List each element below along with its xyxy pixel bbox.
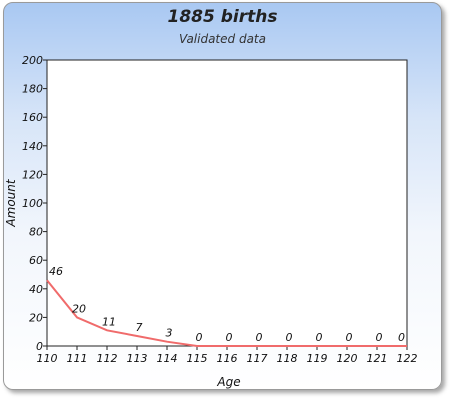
y-tick-label: 100 — [22, 197, 43, 210]
x-tick-label: 120 — [337, 352, 358, 365]
data-label: 0 — [398, 331, 405, 344]
data-label: 0 — [256, 331, 263, 344]
data-label: 20 — [72, 302, 86, 315]
y-axis-label: Amount — [4, 178, 18, 227]
x-axis-label: Age — [216, 375, 240, 389]
y-tick-label: 20 — [29, 311, 43, 324]
data-label: 3 — [166, 327, 173, 340]
y-tick-label: 80 — [29, 226, 43, 239]
x-tick-label: 116 — [217, 352, 238, 365]
y-tick-label: 180 — [22, 83, 43, 96]
chart-title: 1885 births — [167, 7, 278, 27]
data-label: 0 — [286, 331, 293, 344]
series-line — [46, 279, 407, 347]
y-tick-label: 160 — [22, 111, 43, 124]
chart-subtitle: Validated data — [179, 32, 266, 46]
data-labels: 46 20 11 7 3 0 0 0 0 0 0 0 0 — [49, 265, 405, 344]
x-tick-label: 113 — [127, 352, 148, 365]
plot-area — [46, 59, 408, 347]
data-label: 0 — [346, 331, 353, 344]
x-tick-label: 110 — [37, 352, 58, 365]
y-tick-label: 40 — [29, 283, 43, 296]
y-tick-label: 140 — [22, 140, 43, 153]
y-tick-label: 0 — [36, 340, 43, 353]
data-label: 7 — [136, 321, 143, 334]
x-tick-label: 111 — [67, 352, 88, 365]
y-axis: 0 20 40 60 80 100 120 140 160 180 200 — [22, 54, 47, 353]
y-tick-label: 200 — [22, 54, 43, 67]
x-tick-label: 122 — [397, 352, 418, 365]
data-label: 0 — [226, 331, 233, 344]
data-label: 11 — [102, 315, 116, 328]
data-label: 0 — [316, 331, 323, 344]
x-tick-label: 118 — [277, 352, 298, 365]
data-label: 0 — [196, 331, 203, 344]
x-tick-label: 112 — [97, 352, 118, 365]
y-tick-label: 60 — [29, 254, 43, 267]
x-tick-label: 121 — [367, 352, 388, 365]
data-label: 0 — [376, 331, 383, 344]
data-label: 46 — [49, 265, 63, 278]
x-tick-label: 119 — [307, 352, 328, 365]
y-tick-label: 120 — [22, 168, 43, 181]
x-tick-label: 115 — [187, 352, 208, 365]
x-tick-label: 114 — [157, 352, 178, 365]
x-axis: 110 111 112 113 114 115 116 117 118 119 120 121 122 — [37, 346, 418, 365]
x-tick-label: 117 — [247, 352, 268, 365]
